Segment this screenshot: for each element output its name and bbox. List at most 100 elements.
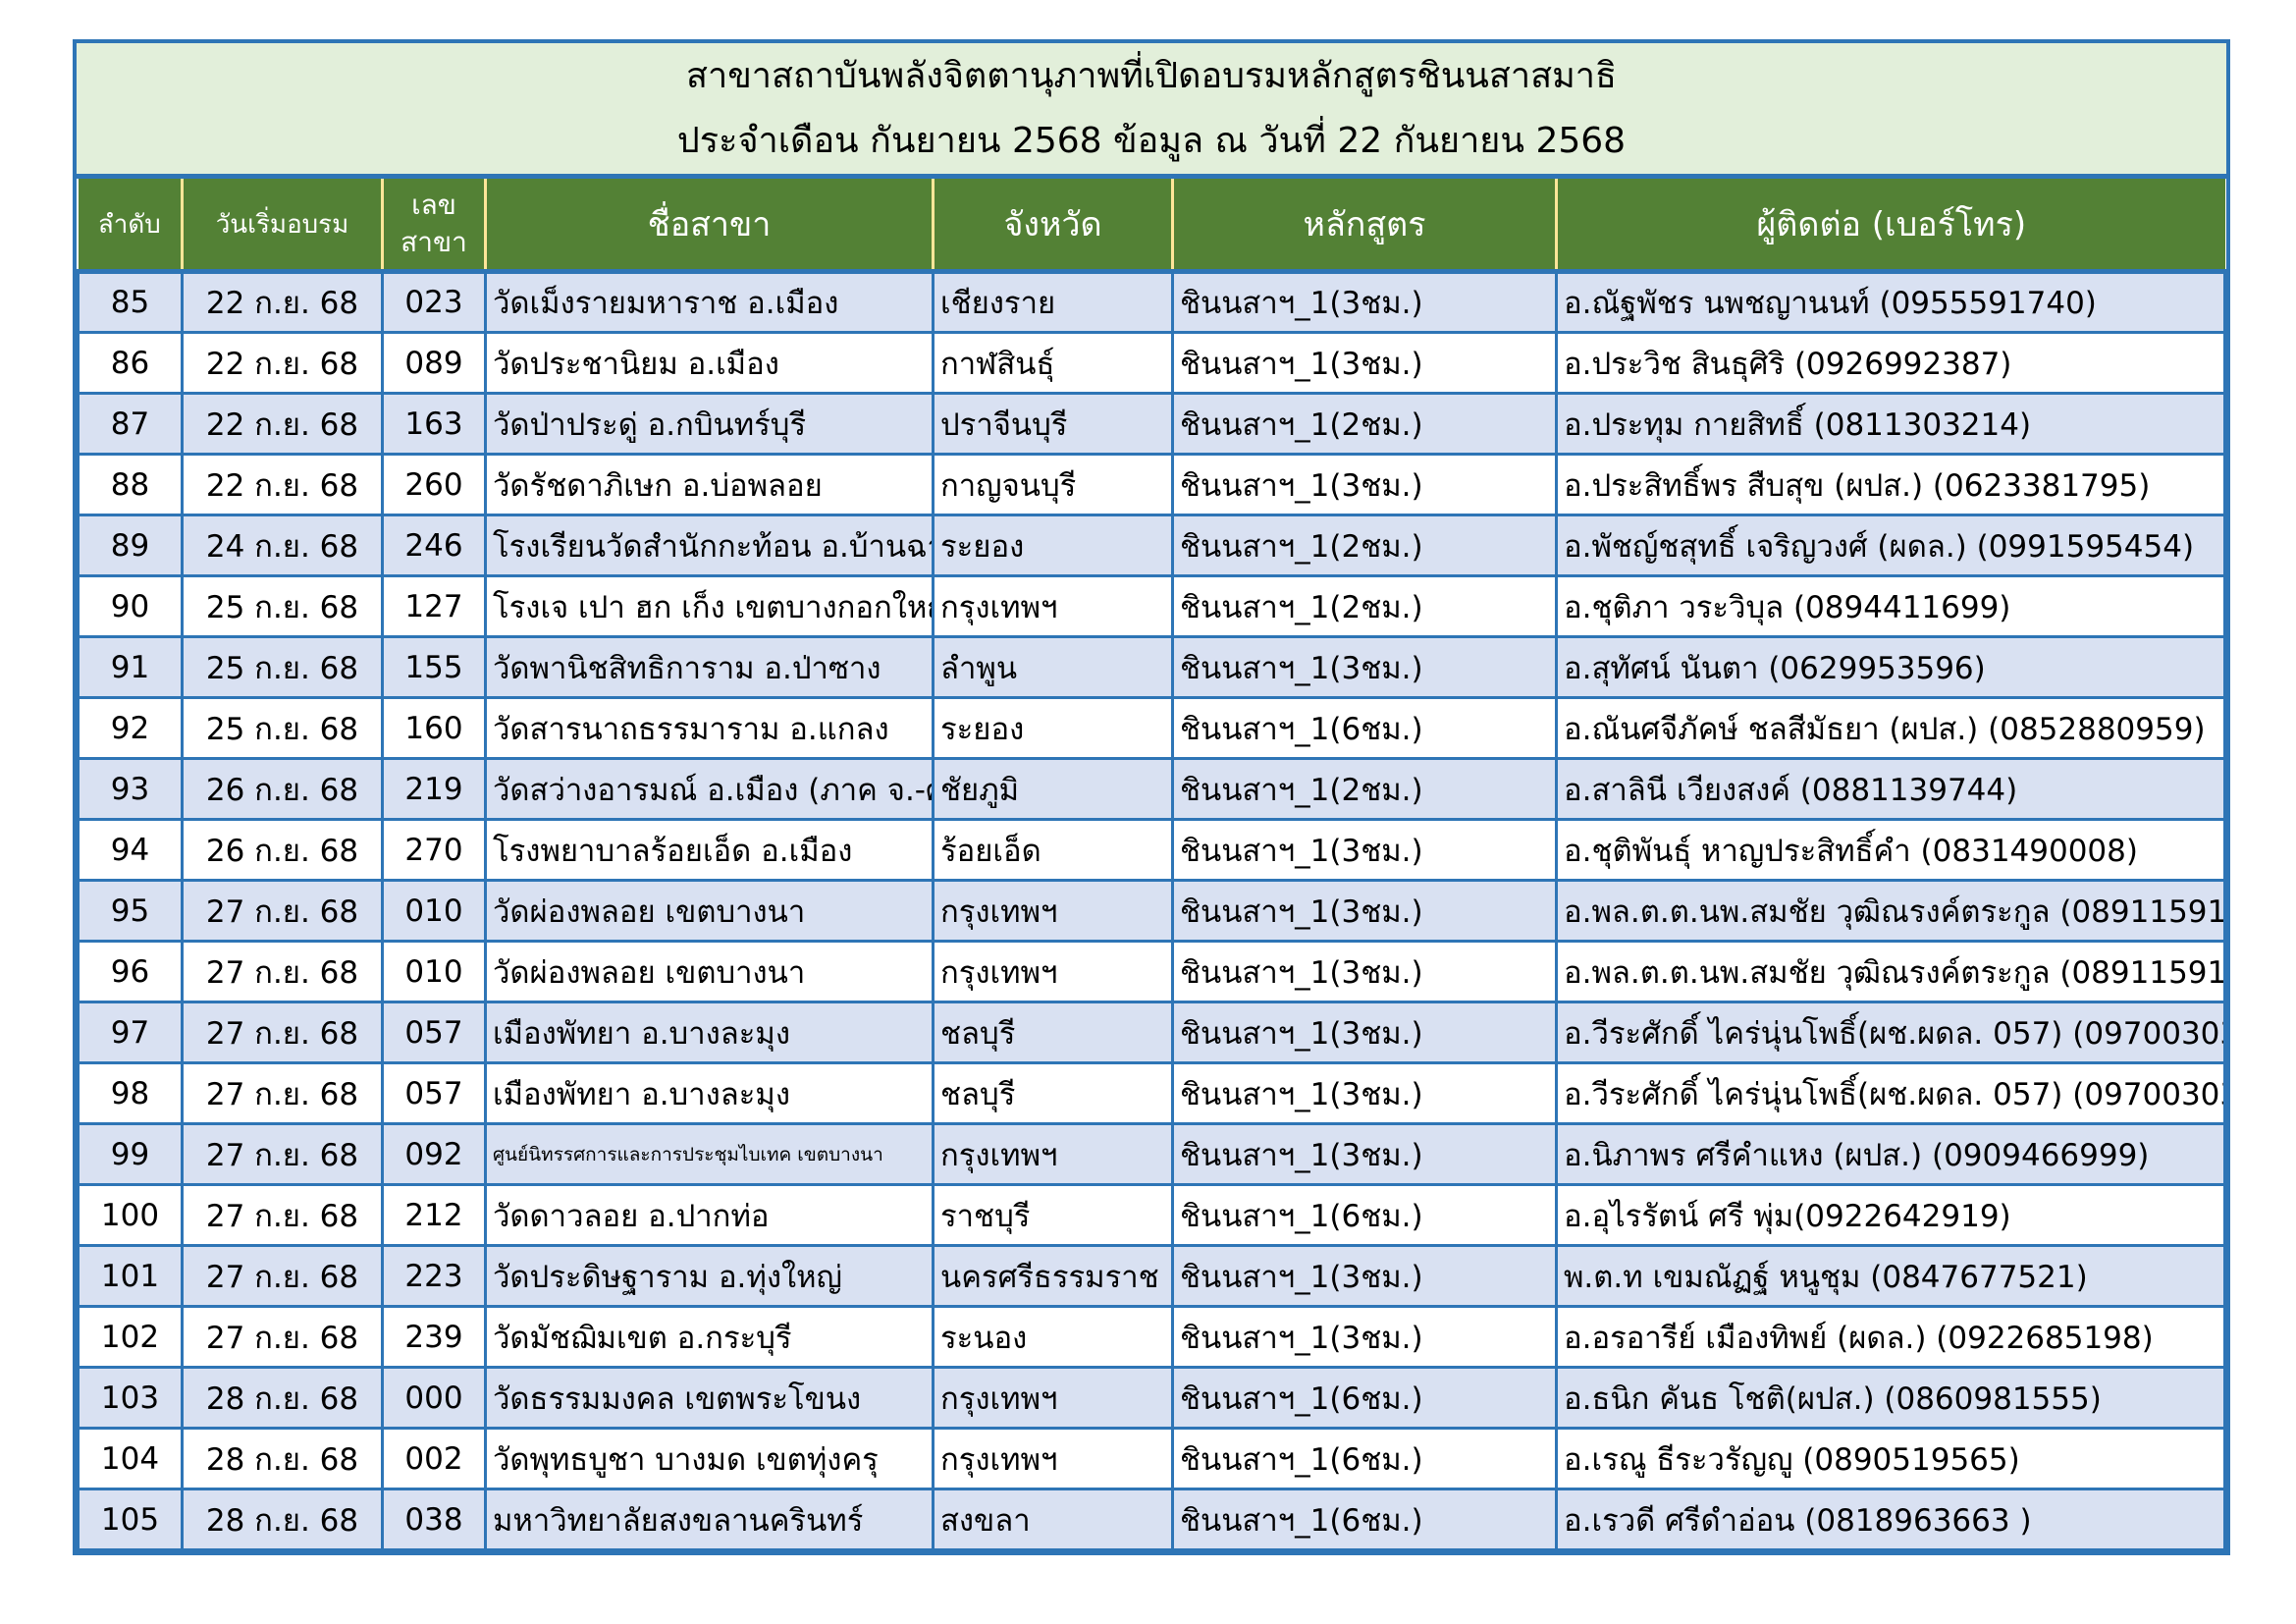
cell-contact: อ.พล.ต.ต.นพ.สมชัย วุฒิณรงค์ตระกูล (08911… [1555,940,2226,1003]
cell-branch-number: 246 [381,514,487,577]
cell-province: กรุงเทพฯ [932,1122,1174,1186]
cell-start-date: 22 ก.ย. 68 [181,331,384,395]
cell-contact: อ.ประสิทธิ์พร สืบสุข (ผปส.) (0623381795) [1555,453,2226,516]
cell-branch-name: วัดประชานิยม อ.เมือง [484,331,934,395]
cell-branch-number: 010 [381,879,487,943]
cell-branch-name: วัดธรรมมงคล เขตพระโขนง [484,1366,934,1430]
cell-province: เชียงราย [932,270,1174,334]
cell-branch-name: วัดผ่องพลอย เขตบางนา [484,879,934,943]
cell-province: ชลบุรี [932,1001,1174,1064]
table-row: 99 27 ก.ย. 68 092 ศูนย์นิทรรศการและการประชุ… [77,1122,2226,1186]
cell-province: ปราจีนบุรี [932,392,1174,456]
cell-order: 92 [77,696,184,760]
table-row: 88 22 ก.ย. 68 260 วัดรัชดาภิเษก อ.บ่อพลอย กา… [77,453,2226,516]
cell-contact: อ.ชุติภา วระวิบุล (0894411699) [1555,574,2226,638]
cell-course: ชินนสาฯ_1(3ชม.) [1171,331,1558,395]
cell-course: ชินนสาฯ_1(3ชม.) [1171,453,1558,516]
cell-start-date: 27 ก.ย. 68 [181,1061,384,1125]
cell-start-date: 27 ก.ย. 68 [181,879,384,943]
cell-order: 89 [77,514,184,577]
header-course: หลักสูตร [1171,179,1557,274]
cell-branch-name: วัดดาวลอย อ.ปากท่อ [484,1183,934,1247]
branch-training-table-sheet: สาขาสถาบันพลังจิตตานุภาพที่เปิดอบรมหลักส… [73,39,2230,1555]
cell-branch-name: โรงเจ เปา ฮก เก็ง เขตบางกอกใหญ่ [484,574,934,638]
cell-order: 102 [77,1305,184,1369]
table-row: 90 25 ก.ย. 68 127 โรงเจ เปา ฮก เก็ง เขตบางก… [77,574,2226,638]
table-row: 100 27 ก.ย. 68 212 วัดดาวลอย อ.ปากท่อ ราชบุร… [77,1183,2226,1247]
table-row: 85 22 ก.ย. 68 023 วัดเม็งรายมหาราช อ.เมืองเ… [77,270,2226,334]
cell-branch-name: โรงพยาบาลร้อยเอ็ด อ.เมือง [484,818,934,882]
cell-start-date: 25 ก.ย. 68 [181,696,384,760]
cell-branch-number: 000 [381,1366,487,1430]
cell-start-date: 28 ก.ย. 68 [181,1427,384,1490]
cell-order: 86 [77,331,184,395]
table-row: 105 28 ก.ย. 68 038 มหาวิทยาลัยสงขลานครินทร์… [77,1488,2226,1551]
table-row: 93 26 ก.ย. 68 219 วัดสว่างอารมณ์ อ.เมือง (ภ… [77,757,2226,821]
cell-contact: อ.อรอารีย์ เมืองทิพย์ (ผดล.) (0922685198… [1555,1305,2226,1369]
cell-order: 95 [77,879,184,943]
header-contact: ผู้ติดต่อ (เบอร์โทร) [1555,179,2225,274]
cell-branch-name: ศูนย์นิทรรศการและการประชุมไบเทค เขตบางนา [484,1122,934,1186]
cell-course: ชินนสาฯ_1(3ชม.) [1171,1305,1558,1369]
table-row: 91 25 ก.ย. 68 155 วัดพานิชสิทธิการาม อ.ป่าซ… [77,635,2226,699]
cell-branch-number: 023 [381,270,487,334]
cell-order: 103 [77,1366,184,1430]
cell-order: 100 [77,1183,184,1247]
cell-course: ชินนสาฯ_1(6ชม.) [1171,696,1558,760]
cell-course: ชินนสาฯ_1(2ชม.) [1171,757,1558,821]
cell-province: ชัยภูมิ [932,757,1174,821]
cell-branch-name: วัดเม็งรายมหาราช อ.เมือง [484,270,934,334]
cell-start-date: 26 ก.ย. 68 [181,818,384,882]
cell-province: ราชบุรี [932,1183,1174,1247]
table-row: 95 27 ก.ย. 68 010 วัดผ่องพลอย เขตบางนา กรุงเ… [77,879,2226,943]
cell-province: กรุงเทพฯ [932,574,1174,638]
cell-start-date: 25 ก.ย. 68 [181,574,384,638]
cell-branch-number: 057 [381,1061,487,1125]
cell-province: ลำพูน [932,635,1174,699]
table-body: 85 22 ก.ย. 68 023 วัดเม็งรายมหาราช อ.เมืองเ… [77,270,2226,1551]
cell-course: ชินนสาฯ_1(2ชม.) [1171,514,1558,577]
title-line-1: สาขาสถาบันพลังจิตตานุภาพที่เปิดอบรมหลักส… [686,55,1617,96]
cell-branch-number: 010 [381,940,487,1003]
cell-branch-number: 089 [381,331,487,395]
header-branch-number: เลข สาขา [381,179,486,274]
cell-branch-name: วัดสารนาถธรรมาราม อ.แกลง [484,696,934,760]
cell-branch-name: วัดผ่องพลอย เขตบางนา [484,940,934,1003]
table-row: 87 22 ก.ย. 68 163 วัดป่าประดู่ อ.กบินทร์บุร… [77,392,2226,456]
cell-branch-number: 270 [381,818,487,882]
cell-contact: อ.ณัฐพัชร นพชญานนท์ (0955591740) [1555,270,2226,334]
cell-start-date: 25 ก.ย. 68 [181,635,384,699]
cell-order: 105 [77,1488,184,1551]
cell-province: สงขลา [932,1488,1174,1551]
cell-start-date: 28 ก.ย. 68 [181,1366,384,1430]
cell-contact: อ.วีระศักดิ์ ไคร่นุ่นโพธิ์(ผช.ผดล. 057) … [1555,1061,2226,1125]
cell-order: 94 [77,818,184,882]
table-row: 103 28 ก.ย. 68 000 วัดธรรมมงคล เขตพระโขนง กร… [77,1366,2226,1430]
cell-branch-name: วัดมัชฌิมเขต อ.กระบุรี [484,1305,934,1369]
cell-province: กาญจนบุรี [932,453,1174,516]
table-title: สาขาสถาบันพลังจิตตานุภาพที่เปิดอบรมหลักส… [77,43,2226,179]
cell-branch-number: 002 [381,1427,487,1490]
cell-start-date: 27 ก.ย. 68 [181,1001,384,1064]
table-row: 101 27 ก.ย. 68 223 วัดประดิษฐาราม อ.ทุ่งใหญ… [77,1244,2226,1308]
header-start-date: วันเริ่มอบรม [181,179,383,274]
cell-course: ชินนสาฯ_1(3ชม.) [1171,1122,1558,1186]
cell-branch-name: วัดประดิษฐาราม อ.ทุ่งใหญ่ [484,1244,934,1308]
table-row: 98 27 ก.ย. 68 057 เมืองพัทยา อ.บางละมุง ชลบุ… [77,1061,2226,1125]
cell-branch-name: วัดพุทธบูชา บางมด เขตทุ่งครุ [484,1427,934,1490]
cell-course: ชินนสาฯ_1(3ชม.) [1171,940,1558,1003]
cell-course: ชินนสาฯ_1(6ชม.) [1171,1366,1558,1430]
table-row: 94 26 ก.ย. 68 270 โรงพยาบาลร้อยเอ็ด อ.เมือง… [77,818,2226,882]
cell-branch-name: วัดรัชดาภิเษก อ.บ่อพลอย [484,453,934,516]
cell-branch-name: โรงเรียนวัดสำนักกะท้อน อ.บ้านฉาง [484,514,934,577]
cell-start-date: 27 ก.ย. 68 [181,1305,384,1369]
cell-province: กาฬสินธุ์ [932,331,1174,395]
cell-course: ชินนสาฯ_1(3ชม.) [1171,879,1558,943]
cell-contact: อ.ธนิก คันธ โชติ(ผปส.) (0860981555) [1555,1366,2226,1430]
cell-order: 96 [77,940,184,1003]
cell-contact: อ.ประทุม กายสิทธิ์ (0811303214) [1555,392,2226,456]
cell-course: ชินนสาฯ_1(6ชม.) [1171,1488,1558,1551]
cell-branch-number: 155 [381,635,487,699]
cell-contact: อ.เรณู ธีระวรัญญู (0890519565) [1555,1427,2226,1490]
cell-contact: อ.พัชญ์ชสุทธิ์ เจริญวงศ์ (ผดล.) (0991595… [1555,514,2226,577]
